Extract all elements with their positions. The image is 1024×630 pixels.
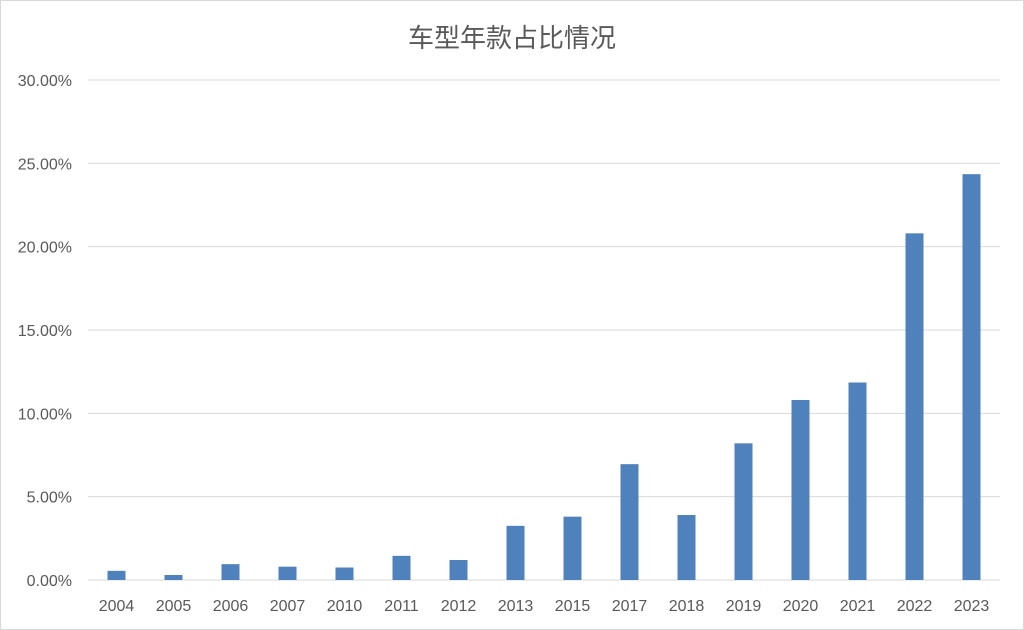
bar-2020 xyxy=(791,400,810,580)
bar-2022 xyxy=(905,233,924,581)
bar-2017 xyxy=(620,464,639,580)
y-axis-ticks: 0.00% 5.00% 10.00% 15.00% 20.00% 25.00% 30.00% xyxy=(18,73,72,590)
bar-2005 xyxy=(164,575,183,580)
x-tick-label: 2010 xyxy=(327,598,363,615)
x-tick-label: 2012 xyxy=(441,598,477,615)
y-tick-label: 10.00% xyxy=(18,406,72,423)
x-tick-label: 2019 xyxy=(726,598,762,615)
bars xyxy=(107,174,981,581)
y-tick-label: 30.00% xyxy=(18,73,72,90)
x-tick-label: 2015 xyxy=(555,598,591,615)
bar-2013 xyxy=(506,525,525,580)
bar-2019 xyxy=(734,443,753,580)
x-tick-label: 2006 xyxy=(213,598,249,615)
bar-2023 xyxy=(962,174,981,580)
x-tick-label: 2007 xyxy=(270,598,306,615)
bar-2010 xyxy=(335,567,354,580)
bar-2018 xyxy=(677,515,696,580)
x-axis-ticks: 2004 2005 2006 2007 2010 2011 2012 2013 2015 2017… xyxy=(99,598,990,615)
x-tick-label: 2021 xyxy=(840,598,876,615)
x-tick-label: 2022 xyxy=(897,598,933,615)
y-tick-label: 20.00% xyxy=(18,240,72,257)
y-tick-label: 5.00% xyxy=(27,490,72,507)
x-tick-label: 2020 xyxy=(783,598,819,615)
gridlines xyxy=(88,79,1000,581)
bar-2007 xyxy=(278,566,297,580)
bar-2015 xyxy=(563,516,582,580)
x-tick-label: 2018 xyxy=(669,598,705,615)
y-tick-label: 15.00% xyxy=(18,323,72,340)
x-tick-label: 2004 xyxy=(99,598,135,615)
x-tick-label: 2023 xyxy=(954,598,990,615)
bar-2004 xyxy=(107,570,126,580)
y-tick-label: 0.00% xyxy=(27,573,72,590)
bar-2021 xyxy=(848,382,867,580)
bar-2011 xyxy=(392,555,411,580)
x-tick-label: 2011 xyxy=(384,598,419,615)
x-tick-label: 2013 xyxy=(498,598,534,615)
bar-2006 xyxy=(221,564,240,580)
x-tick-label: 2005 xyxy=(156,598,192,615)
y-tick-label: 25.00% xyxy=(18,156,72,173)
chart-title: 车型年款占比情况 xyxy=(408,24,616,54)
bar-2012 xyxy=(449,560,468,580)
x-tick-label: 2017 xyxy=(612,598,648,615)
